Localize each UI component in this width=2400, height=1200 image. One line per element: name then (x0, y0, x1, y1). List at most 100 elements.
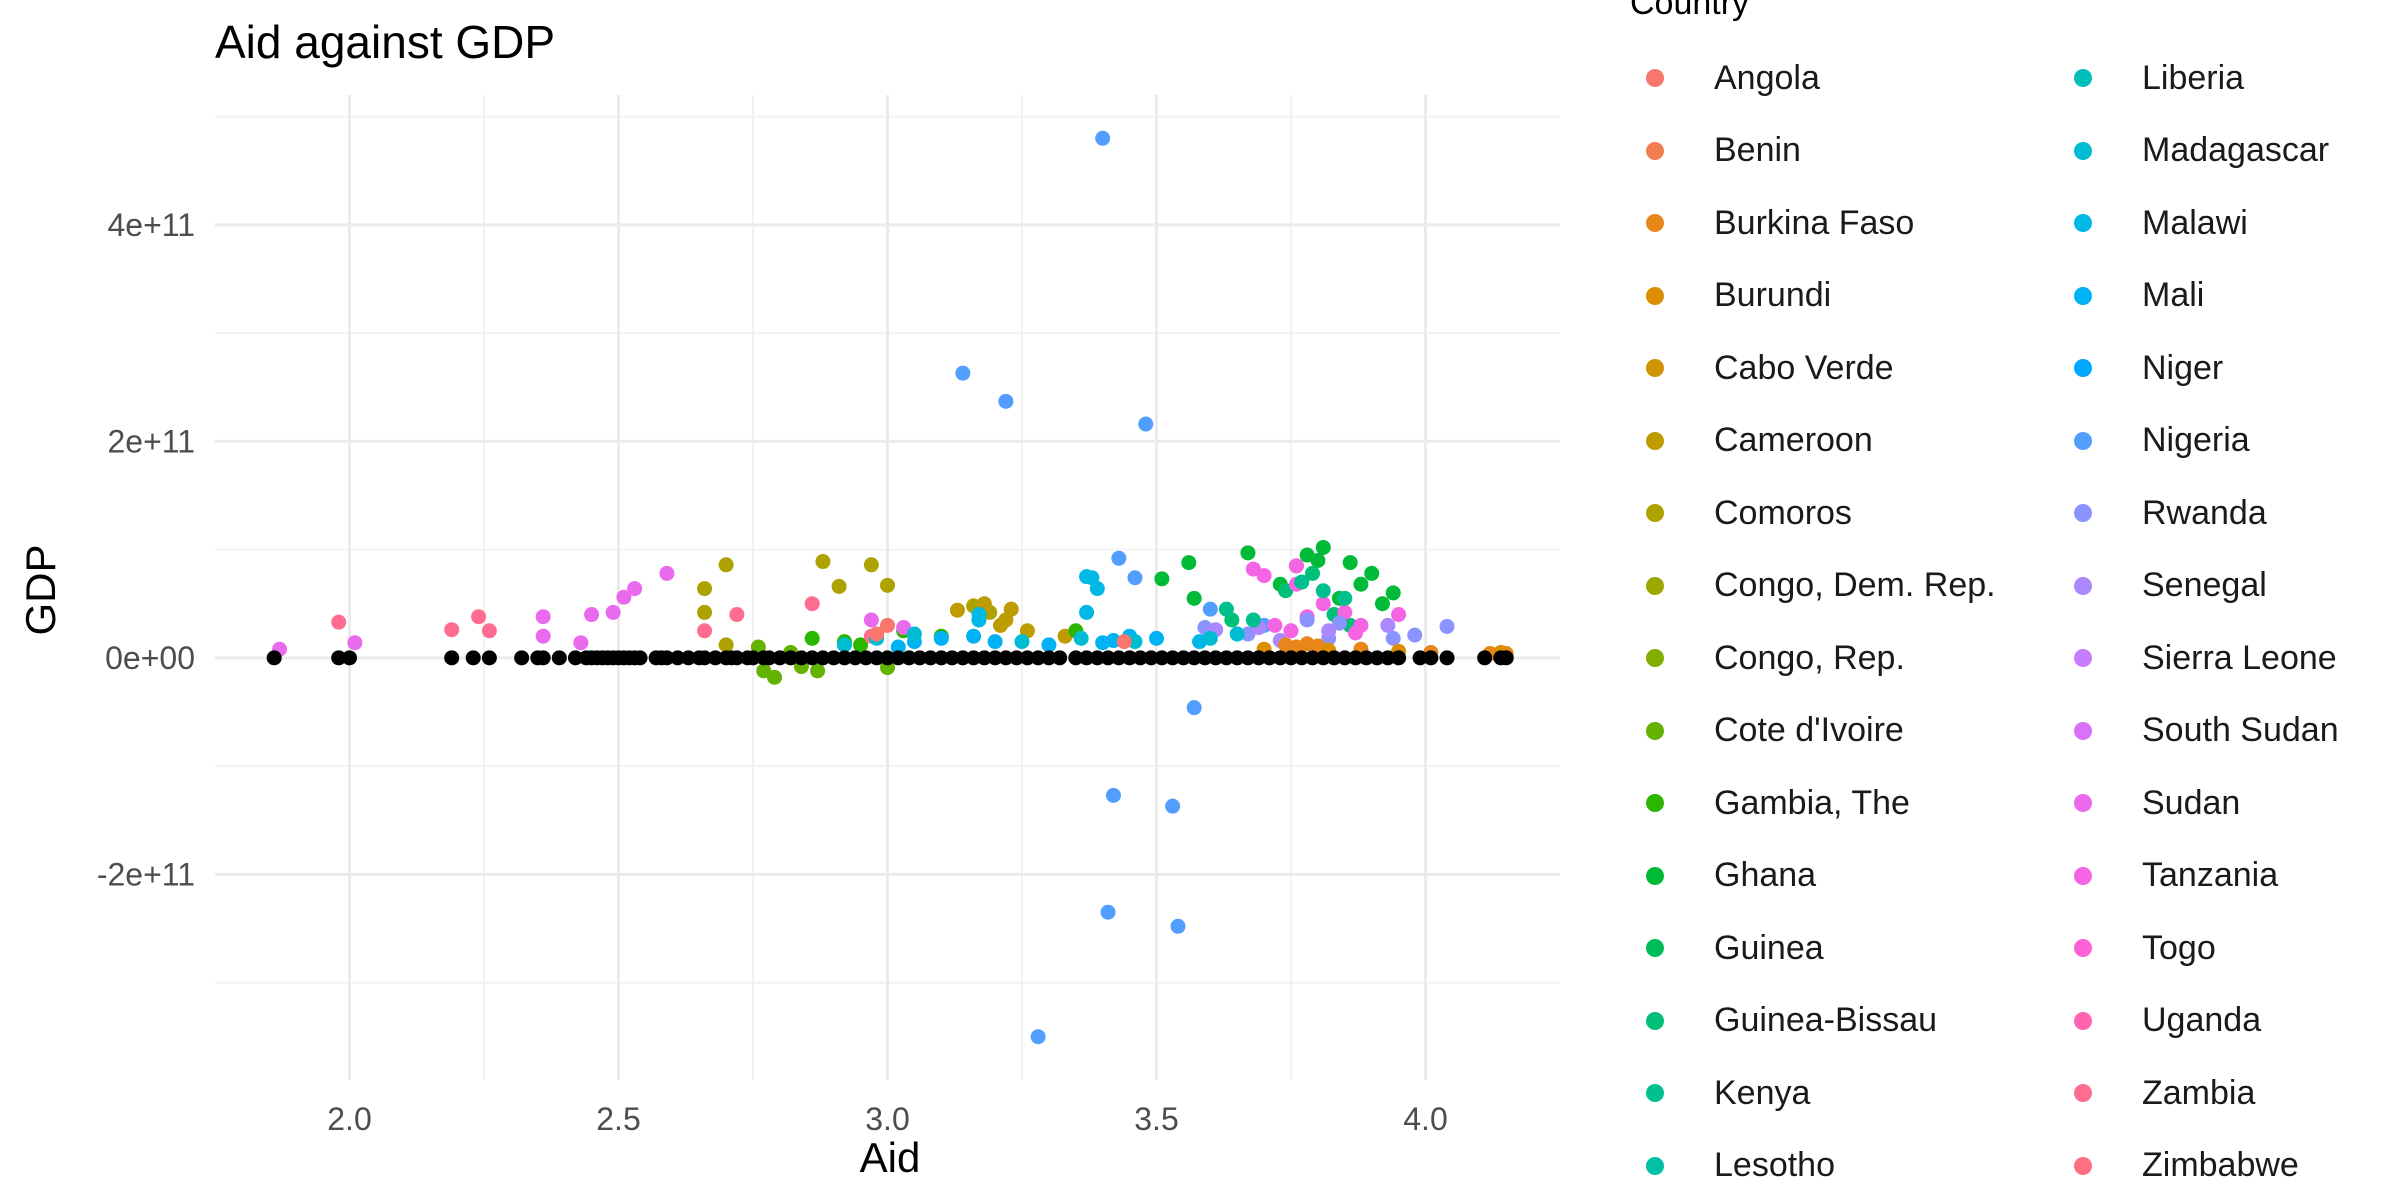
data-point (1100, 904, 1116, 920)
data-point (1288, 558, 1304, 574)
legend-item: Burundi (1620, 276, 1831, 316)
legend-swatch (2074, 69, 2092, 87)
legend-item: Burkina Faso (1620, 203, 1914, 243)
data-point (880, 577, 895, 593)
legend-label: Ghana (1714, 856, 1817, 894)
legend-label: Niger (2142, 348, 2224, 387)
data-point (342, 650, 357, 666)
data-point (729, 650, 745, 666)
scatter-chart: Aid against GDP -2e+11 0e+00 2e+11 4e+11 2.… (17, 16, 1560, 1181)
data-point (670, 650, 686, 666)
data-point (933, 630, 949, 646)
data-point (1068, 650, 1084, 666)
data-point (853, 637, 869, 653)
legend-swatch (2074, 1156, 2092, 1175)
legend-label: Cote d'Ivoire (1714, 711, 1904, 749)
data-point (863, 557, 879, 573)
legend-item: Ghana (1620, 856, 1816, 896)
legend-swatch (2074, 141, 2092, 160)
legend-swatch (2074, 504, 2092, 522)
legend-swatch (2074, 576, 2092, 595)
data-point (804, 630, 820, 646)
legend-label: Lesotho (1714, 1146, 1835, 1184)
legend-swatch (1646, 1084, 1664, 1102)
data-point (465, 650, 481, 666)
data-point (1186, 700, 1202, 716)
legend-swatch (1646, 866, 1664, 885)
data-point (987, 634, 1003, 650)
data-point (1079, 604, 1095, 620)
legend-item: Cote d'Ivoire (1620, 711, 1904, 751)
data-point (1256, 568, 1272, 584)
data-point (1111, 550, 1127, 566)
legend-swatch (1646, 649, 1664, 667)
legend-label: Rwanda (2142, 493, 2267, 532)
data-point (266, 650, 282, 666)
data-point (1385, 630, 1401, 646)
data-point (1041, 650, 1057, 666)
legend-swatch (2074, 1011, 2092, 1030)
y-tick-label: 2e+11 (108, 423, 196, 459)
data-point (1079, 650, 1095, 666)
legend: Country Angola Benin Burkina Faso Burundi Ca… (1620, 0, 2400, 1200)
data-point (1181, 555, 1197, 571)
data-point (906, 626, 922, 642)
legend-swatch (2074, 794, 2092, 812)
data-point (955, 650, 971, 666)
legend-label: Burkina Faso (1714, 203, 1915, 242)
legend-item: Angola (1620, 58, 1820, 98)
legend-item: Congo, Dem. Rep. (1620, 566, 1996, 606)
data-point (1299, 612, 1315, 628)
data-point (697, 623, 713, 639)
data-point (756, 663, 772, 679)
data-point (987, 650, 1003, 666)
legend-swatch (1646, 939, 1664, 957)
legend-item: Nigeria (2048, 421, 2250, 461)
data-point (605, 604, 621, 620)
legend-item: Lesotho (1620, 1146, 1835, 1186)
x-tick-label: 4.0 (1403, 1101, 1447, 1137)
data-point (1154, 571, 1170, 587)
data-point (836, 650, 852, 666)
data-point (1315, 596, 1331, 612)
data-point (836, 637, 852, 653)
data-point (1030, 650, 1046, 666)
legend-label: Gambia, The (1714, 783, 1910, 822)
data-point (1331, 615, 1347, 631)
data-point (1111, 650, 1127, 666)
data-point (1245, 612, 1261, 628)
legend-swatch (1646, 214, 1664, 232)
legend-swatch (1646, 359, 1664, 377)
data-point (1208, 650, 1224, 666)
data-point (1089, 650, 1105, 666)
data-point (471, 609, 487, 625)
data-point (745, 650, 761, 666)
data-point (1170, 918, 1186, 934)
data-point (1353, 576, 1369, 592)
data-point (1041, 637, 1057, 653)
data-point (535, 650, 551, 666)
legend-label: Uganda (2142, 1001, 2262, 1039)
legend-swatch (1646, 1011, 1664, 1030)
data-point (1240, 650, 1256, 666)
data-point (804, 650, 820, 666)
data-point (998, 650, 1014, 666)
legend-label: Liberia (2142, 58, 2245, 97)
data-point (1165, 798, 1181, 814)
data-point (1186, 650, 1202, 666)
data-point (1240, 545, 1256, 561)
data-point (1138, 416, 1154, 432)
y-tick-label: -2e+11 (97, 856, 195, 892)
data-point (1439, 650, 1455, 666)
data-point (584, 607, 600, 623)
data-point (966, 650, 982, 666)
data-point (567, 650, 583, 666)
data-point (1030, 1029, 1046, 1045)
data-point (1245, 561, 1261, 577)
legend-swatch (2074, 431, 2092, 450)
data-point (1477, 650, 1493, 666)
data-point (810, 663, 826, 679)
legend-label: Tanzania (2142, 856, 2279, 894)
data-point (1412, 650, 1428, 666)
grid-lines (215, 95, 1560, 1080)
